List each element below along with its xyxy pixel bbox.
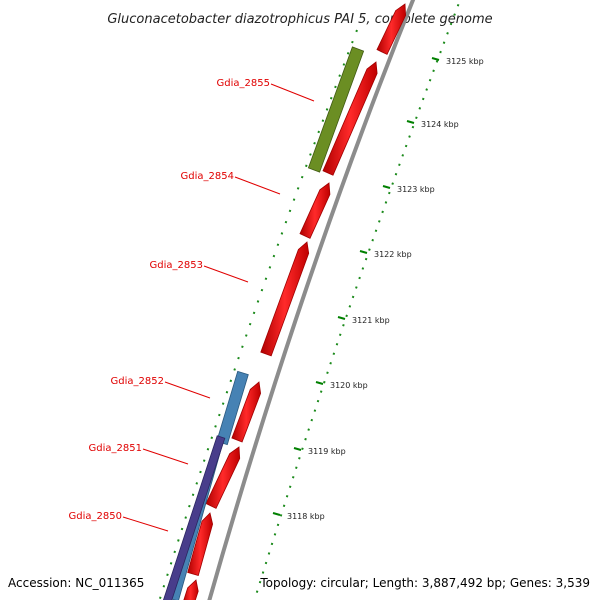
scale-tick-mark	[315, 381, 324, 385]
cds-arrow[interactable]	[299, 182, 331, 239]
scale-tick-mark	[431, 57, 440, 61]
scale-tick-label: 3125 kbp	[446, 57, 484, 66]
scale-tick-label: 3118 kbp	[287, 512, 325, 521]
leader-line	[164, 381, 211, 399]
cds-arrow[interactable]	[260, 241, 310, 357]
scale-tick-label: 3121 kbp	[352, 316, 390, 325]
leader-line	[122, 516, 169, 532]
cds-arrow[interactable]	[183, 579, 199, 600]
cds-arrow[interactable]	[376, 3, 407, 55]
scale-ticks: 3118 kbp 3119 kbp 3120 kbp 3121 kbp 3122 kbp…	[272, 57, 484, 521]
scale-tick-mark	[272, 512, 281, 516]
gene-name: Gdia_2855	[217, 78, 270, 89]
scale-tick-label: 3124 kbp	[421, 120, 459, 129]
genome-summary: Topology: circular; Length: 3,887,492 bp…	[259, 576, 590, 590]
gene-label-gdia-2854[interactable]: Gdia_2854	[181, 171, 281, 195]
leader-line	[270, 83, 315, 102]
gene-label-gdia-2852[interactable]: Gdia_2852	[111, 376, 211, 399]
feature-track	[162, 46, 365, 600]
gene-name: Gdia_2854	[181, 171, 234, 182]
gene-name: Gdia_2851	[89, 443, 142, 454]
scale-tick-label: 3120 kbp	[330, 381, 368, 390]
cds-arrow[interactable]	[231, 381, 262, 443]
scale-tick-mark	[337, 316, 346, 320]
purple-feature[interactable]	[162, 435, 226, 600]
gene-label-gdia-2850[interactable]: Gdia_2850	[69, 511, 169, 532]
map-title: Gluconacetobacter diazotrophicus PAI 5, …	[107, 12, 492, 27]
scale-tick-mark	[406, 120, 415, 124]
scale-tick-label: 3123 kbp	[397, 185, 435, 194]
scale-tick-mark	[293, 447, 302, 451]
scale-tick-mark	[382, 185, 391, 189]
leader-line	[203, 265, 249, 283]
scale-tick-mark	[359, 250, 368, 254]
olive-feature[interactable]	[307, 46, 365, 173]
genome-backbone	[207, 0, 416, 600]
blue-feature[interactable]	[216, 370, 249, 446]
gene-name: Gdia_2850	[69, 511, 122, 522]
cds-arrow[interactable]	[322, 61, 378, 176]
gene-label-gdia-2851[interactable]: Gdia_2851	[89, 443, 189, 465]
gene-labels: Gdia_2855 Gdia_2854 Gdia_2853 Gdia_2852 …	[69, 78, 315, 532]
gene-name: Gdia_2852	[111, 376, 164, 387]
cds-arrow[interactable]	[205, 446, 241, 509]
cds-track	[183, 3, 407, 600]
scale-tick-label: 3122 kbp	[374, 250, 412, 259]
gene-name: Gdia_2853	[150, 260, 203, 271]
feature-ruler	[158, 29, 358, 600]
scale-tick-label: 3119 kbp	[308, 447, 346, 456]
cds-arrow[interactable]	[187, 512, 214, 576]
gene-label-gdia-2855[interactable]: Gdia_2855	[217, 78, 315, 102]
accession-label: Accession: NC_011365	[8, 576, 144, 590]
leader-line	[234, 176, 281, 195]
gene-label-gdia-2853[interactable]: Gdia_2853	[150, 260, 249, 283]
leader-line	[142, 448, 189, 465]
